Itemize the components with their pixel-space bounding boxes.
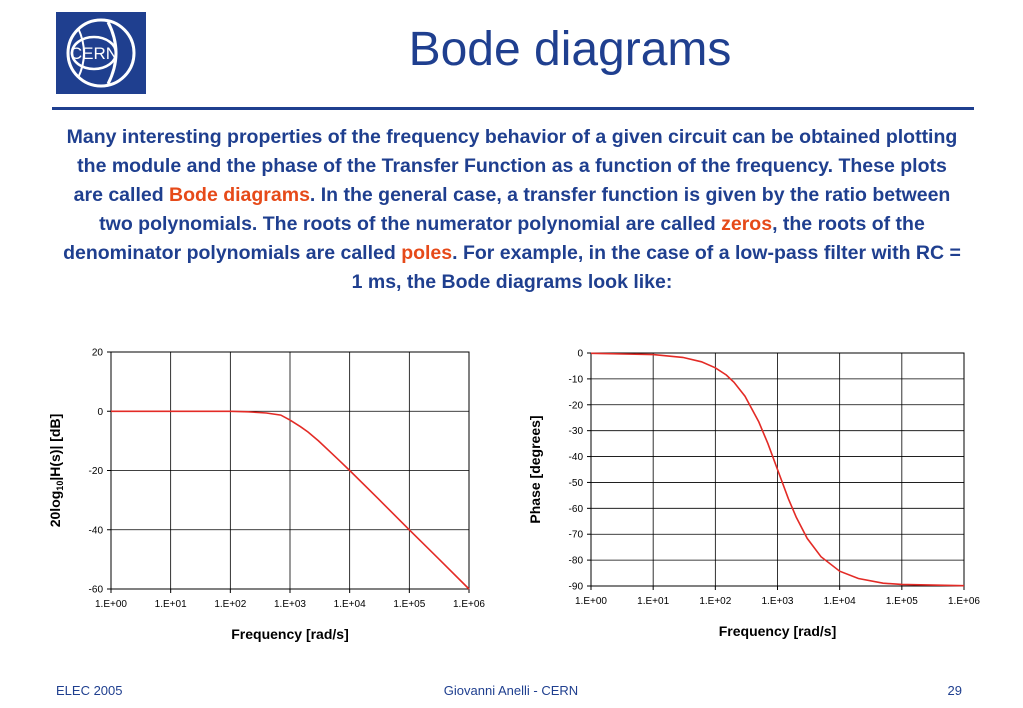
y-tick-label: -50 — [569, 478, 584, 489]
y-tick-label: -10 — [569, 374, 584, 385]
y-tick-label: -60 — [569, 504, 584, 515]
x-tick-label: 1.E+03 — [762, 596, 794, 607]
y-tick-label: -60 — [89, 585, 104, 596]
slide-title: Bode diagrams — [408, 23, 732, 76]
term-poles: poles — [401, 242, 453, 264]
x-tick-label: 1.E+03 — [274, 599, 306, 610]
y-axis-label-part: 20log — [47, 491, 63, 528]
y-axis-label-part: 10 — [55, 481, 65, 491]
y-tick-label: -40 — [89, 525, 104, 536]
logo-text: CERN — [70, 44, 118, 63]
magnitude-chart: 1.E+00 1.E+01 1.E+02 1.E+03 1.E+04 1.E+05 1.E+… — [40, 336, 500, 656]
intro-text-1: Many interesting properties of the frequ… — [66, 126, 958, 206]
x-tick-label: 1.E+06 — [948, 596, 980, 607]
y-tick-label: -20 — [569, 400, 584, 411]
x-tick-label: 1.E+01 — [155, 599, 187, 610]
x-tick-label: 1.E+02 — [699, 596, 731, 607]
intro-text-4: . For example, in the case of a low-pass… — [351, 242, 961, 293]
footer-course: ELEC 2005 — [56, 683, 123, 698]
intro-text-3: , the roots of the denominator polynomia… — [63, 213, 925, 264]
footer-page-number: 29 — [947, 683, 962, 698]
y-axis-label: 20log10|H(s)| [dB] — [47, 414, 65, 528]
x-tick-label: 1.E+04 — [824, 596, 856, 607]
y-tick-label: 20 — [92, 348, 104, 359]
series-line — [111, 410, 470, 590]
phase-chart: 1.E+00 1.E+01 1.E+02 1.E+03 1.E+04 1.E+05 1.E+… — [520, 336, 1000, 656]
y-tick-label: -30 — [569, 426, 584, 437]
y-tick-label: -80 — [569, 556, 584, 567]
y-axis-label-part: |H(s)| [dB] — [47, 414, 63, 481]
intro-text-2: . In the general case, a transfer functi… — [99, 184, 951, 235]
intro-paragraph: Many interesting properties of the frequ… — [60, 123, 964, 297]
y-tick-label: 0 — [97, 407, 103, 418]
footer-author: Giovanni Anelli - CERN — [443, 683, 579, 698]
x-tick-label: 1.E+00 — [575, 596, 607, 607]
y-tick-label: 0 — [577, 349, 583, 360]
x-tick-label: 1.E+05 — [393, 599, 425, 610]
y-tick-label: -90 — [569, 582, 584, 593]
x-tick-label: 1.E+02 — [214, 599, 246, 610]
x-tick-label: 1.E+01 — [637, 596, 669, 607]
x-axis-label: Frequency [rad/s] — [719, 623, 836, 639]
term-zeros: zeros — [721, 213, 773, 235]
cern-logo: CERN — [56, 12, 146, 94]
phase-chart-svg: 1.E+00 1.E+01 1.E+02 1.E+03 1.E+04 1.E+05 1.E+… — [527, 349, 980, 640]
series-line — [590, 352, 965, 587]
y-tick-label: -70 — [569, 530, 584, 541]
x-tick-label: 1.E+06 — [453, 599, 485, 610]
term-bode-diagrams: Bode diagrams — [169, 184, 310, 206]
y-axis-label: Phase [degrees] — [527, 415, 543, 523]
x-tick-label: 1.E+05 — [886, 596, 918, 607]
x-tick-label: 1.E+00 — [95, 599, 127, 610]
y-tick-label: -20 — [89, 466, 104, 477]
y-tick-label: -40 — [569, 452, 584, 463]
x-tick-label: 1.E+04 — [334, 599, 366, 610]
title-divider — [52, 107, 974, 110]
magnitude-chart-svg: 1.E+00 1.E+01 1.E+02 1.E+03 1.E+04 1.E+05 1.E+… — [47, 348, 485, 643]
x-axis-label: Frequency [rad/s] — [231, 626, 348, 642]
